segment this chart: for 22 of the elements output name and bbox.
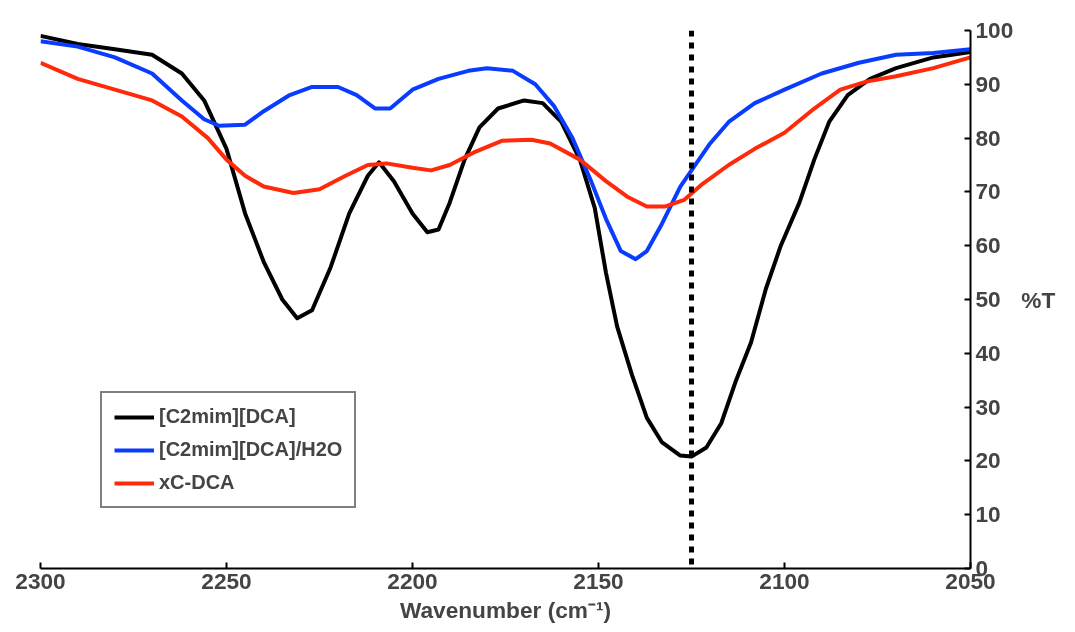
x-tick-label: 2150 [573,567,624,594]
y-tick-label: 70 [975,178,1001,205]
y-tick-label: 10 [975,501,1001,528]
line-series [40,39,971,262]
x-axis-title: Wavenumber (cm⁻¹) [399,596,612,623]
y-tick-label: 100 [975,17,1014,43]
y-tick-label: 90 [975,70,1001,97]
y-axis-title: %T [1021,286,1056,313]
y-tick-label: 30 [975,393,1001,420]
legend-label: [C2mim][DCA]/H2O [159,438,343,461]
legend-label: xC-DCA [159,471,235,494]
y-tick-label: 40 [975,339,1001,366]
y-tick-label: 20 [975,447,1001,474]
y-tick-label: 50 [975,286,1001,312]
legend-label: [C2mim][DCA] [159,405,296,428]
x-tick-label: 2250 [201,567,252,594]
x-tick-label: 2200 [387,567,438,594]
y-tick-label: 80 [975,124,1001,151]
y-tick-label: 60 [975,232,1001,259]
x-tick-label: 2100 [759,567,810,594]
x-tick-label: 2300 [15,567,66,594]
line-series [40,55,971,209]
